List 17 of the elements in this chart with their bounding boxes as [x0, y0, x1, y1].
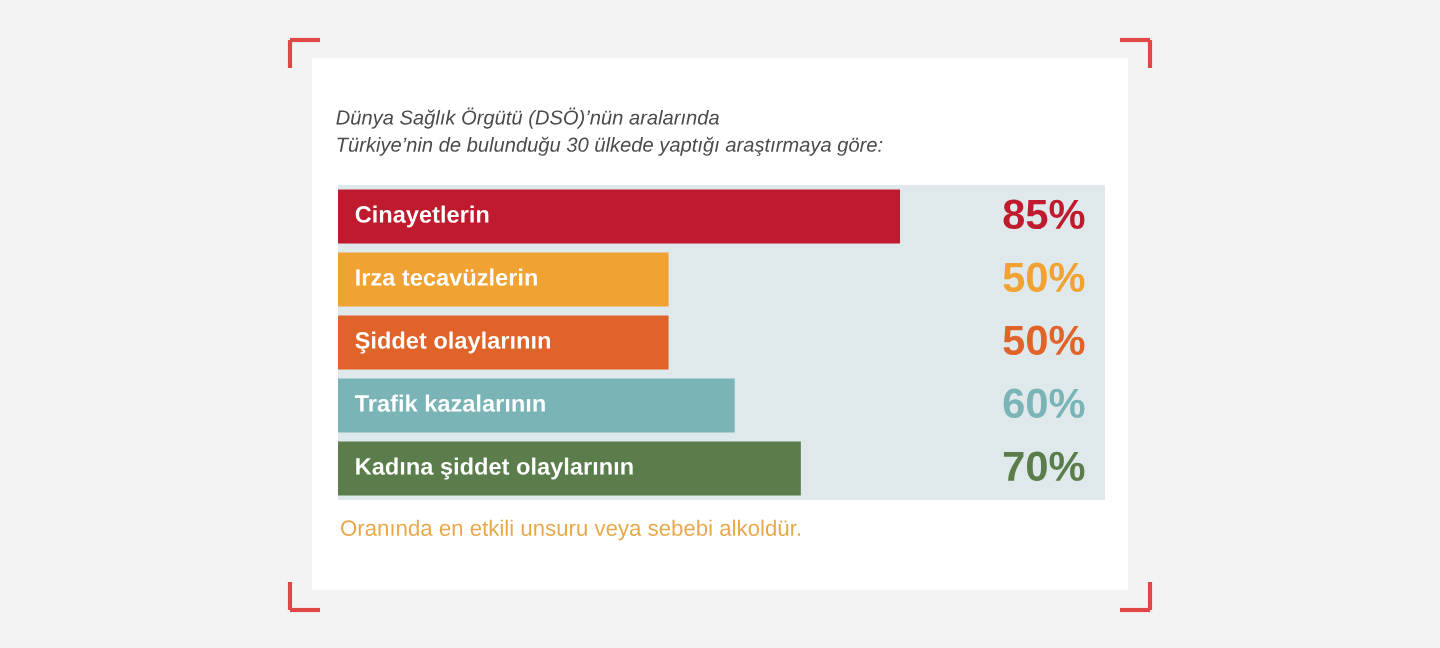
bar [338, 378, 735, 433]
bar [338, 315, 669, 370]
data-label: 50% [1003, 262, 1085, 293]
bar [338, 189, 901, 244]
data-label: 85% [1003, 199, 1085, 230]
y-tick-label: Trafik kazalarının [354, 394, 545, 412]
data-label: 50% [1003, 325, 1085, 356]
data-label: 70% [1003, 451, 1085, 482]
y-tick-label: Irza tecavüzlerin [356, 268, 537, 286]
y-tick-label: Şiddet olaylarının [355, 331, 550, 354]
chart-title: Dünya Sağlık Örgütü (DSÖ)’nün aralarında Türkiye’nin de bulunduğu 30 ülkede yaptığı araştırmaya göre: [336, 107, 883, 156]
y-tick-label: Kadına şiddet olaylarının [356, 457, 633, 480]
text: Oranında en etkili unsuru veya sebebi alkoldür. [341, 519, 800, 541]
bar [338, 252, 669, 307]
data-label: 60% [1003, 388, 1085, 419]
bar [338, 441, 801, 496]
y-tick-label: Cinayetlerin [355, 205, 489, 228]
